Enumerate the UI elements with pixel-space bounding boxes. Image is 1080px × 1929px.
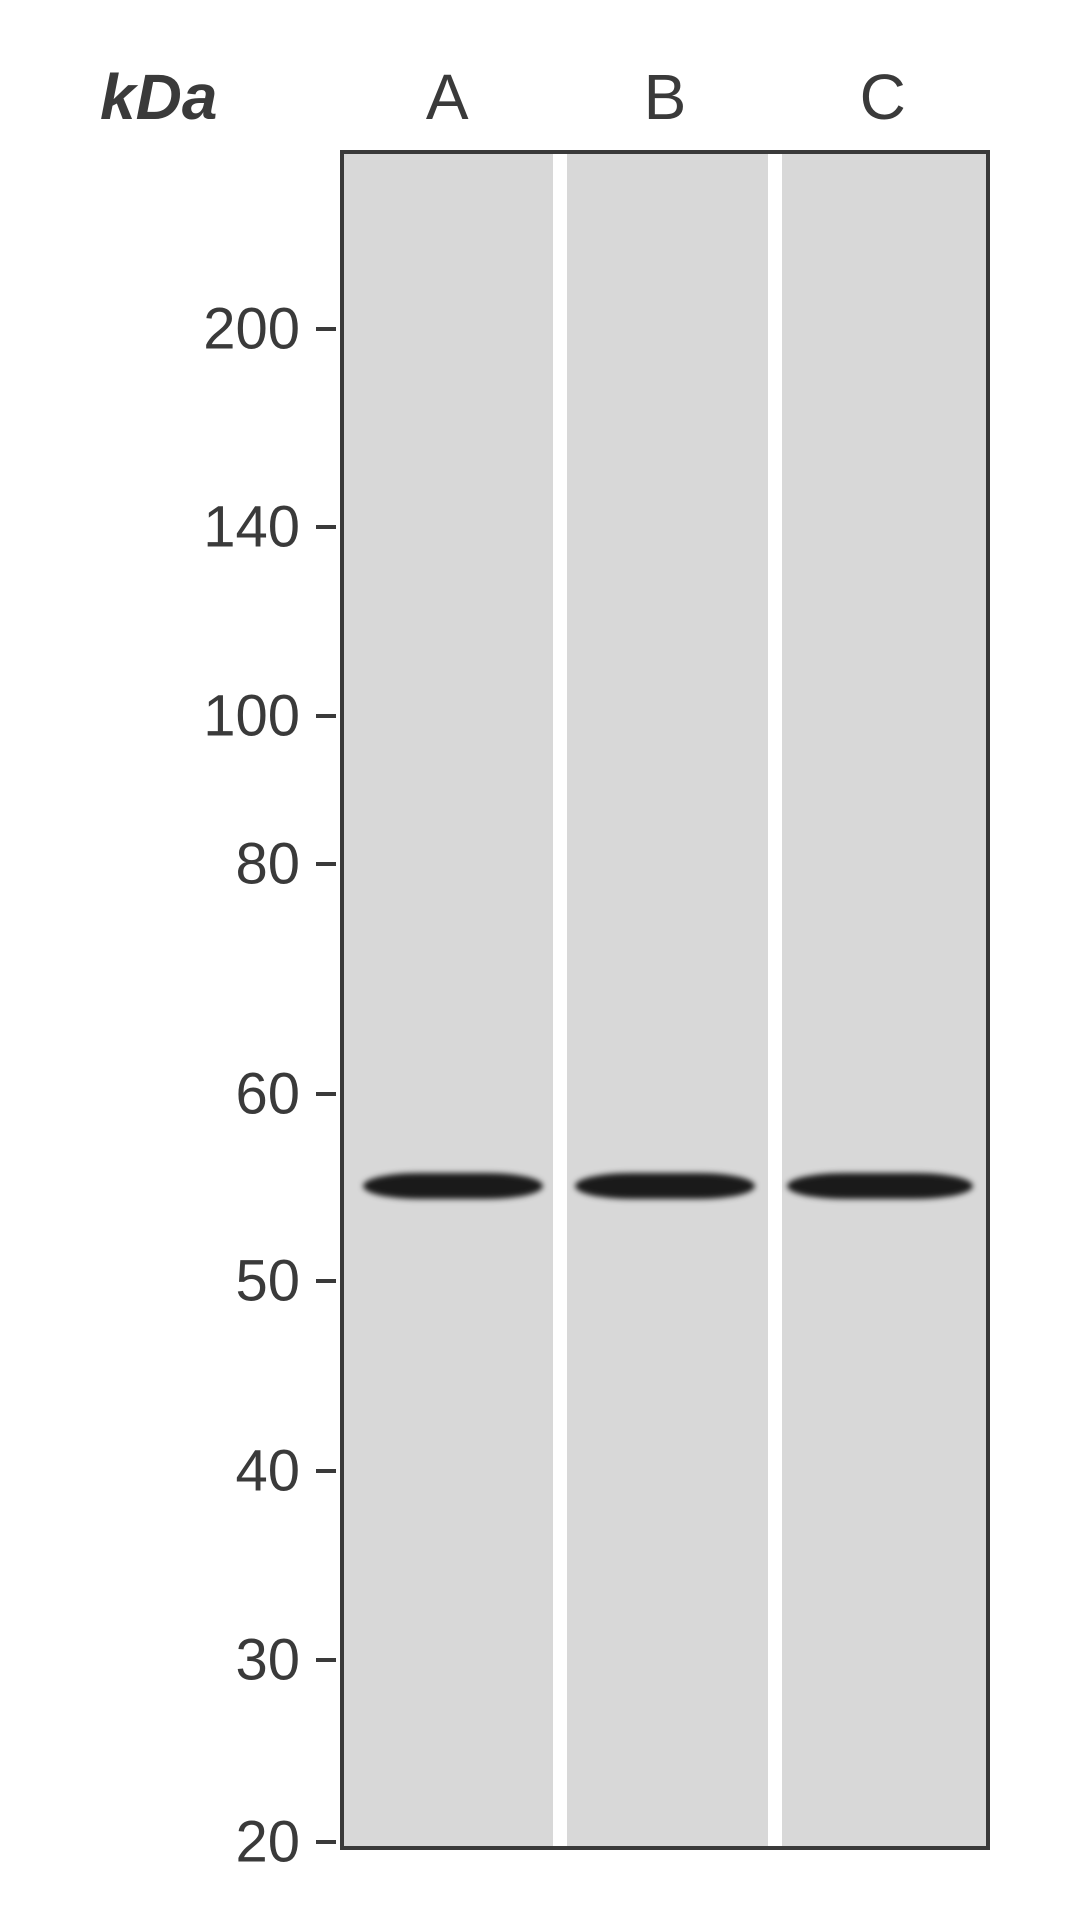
lane-label: A <box>426 60 469 134</box>
y-tick-mark <box>316 1840 336 1844</box>
lane-divider <box>768 154 782 1846</box>
y-tick-label: 20 <box>235 1808 300 1875</box>
western-blot-figure: kDa 200 140 100 80 60 50 40 30 20 A B C <box>60 60 1020 1880</box>
lane-label: B <box>644 60 687 134</box>
y-axis-unit-label: kDa <box>100 60 217 134</box>
y-tick-label: 80 <box>235 831 300 898</box>
protein-band <box>787 1173 973 1199</box>
y-tick-mark <box>316 862 336 866</box>
protein-band <box>363 1173 543 1199</box>
y-tick-mark <box>316 1279 336 1283</box>
y-tick-label: 140 <box>203 494 300 561</box>
y-tick-mark <box>316 1092 336 1096</box>
y-tick-label: 200 <box>203 295 300 362</box>
y-tick-label: 50 <box>235 1247 300 1314</box>
y-tick-mark <box>316 1658 336 1662</box>
y-tick-label: 30 <box>235 1626 300 1693</box>
lane-divider <box>553 154 567 1846</box>
y-tick-mark <box>316 327 336 331</box>
y-tick-label: 60 <box>235 1060 300 1127</box>
y-tick-mark <box>316 714 336 718</box>
y-tick-label: 40 <box>235 1437 300 1504</box>
y-tick-mark <box>316 1469 336 1473</box>
protein-band <box>575 1173 755 1199</box>
blot-membrane-area <box>340 150 990 1850</box>
lane-label: C <box>860 60 906 134</box>
y-tick-label: 100 <box>203 683 300 750</box>
y-tick-mark <box>316 525 336 529</box>
